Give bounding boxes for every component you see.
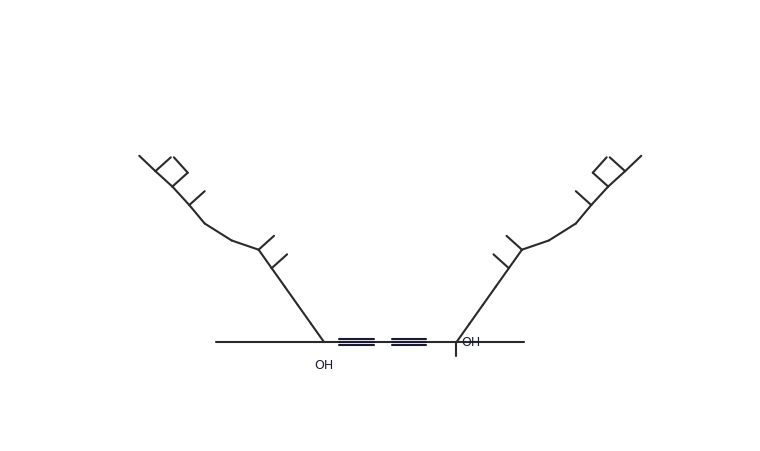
Text: OH: OH — [461, 336, 480, 349]
Text: OH: OH — [315, 359, 334, 372]
